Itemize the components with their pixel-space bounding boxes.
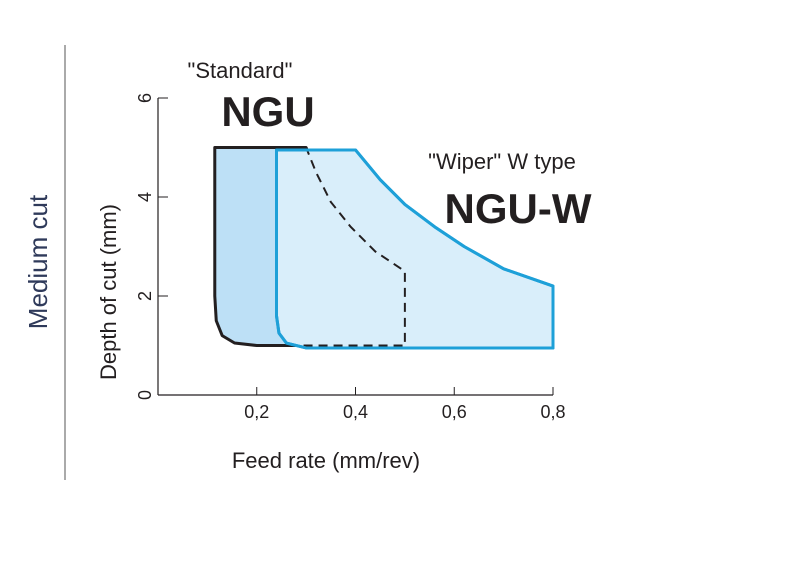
region (275, 148, 555, 350)
x-axis-label: Feed rate (mm/rev) (232, 448, 420, 473)
y-tick-label: 4 (135, 192, 155, 202)
y-axis-label: Depth of cut (mm) (96, 204, 121, 380)
region-edge (275, 148, 555, 350)
overlap-edge (276, 149, 406, 347)
series-subtitle: "Wiper" W type (428, 149, 576, 174)
y-tick-label: 2 (135, 291, 155, 301)
x-tick-label: 0,8 (540, 402, 565, 422)
x-tick-label: 0,2 (244, 402, 269, 422)
series-subtitle: "Standard" (188, 58, 293, 83)
side-label: Medium cut (23, 194, 53, 329)
series-name: NGU-W (445, 185, 592, 232)
x-tick-label: 0,4 (343, 402, 368, 422)
series-name: NGU (221, 88, 314, 135)
x-tick-label: 0,6 (442, 402, 467, 422)
y-tick-label: 6 (135, 93, 155, 103)
y-tick-label: 0 (135, 390, 155, 400)
